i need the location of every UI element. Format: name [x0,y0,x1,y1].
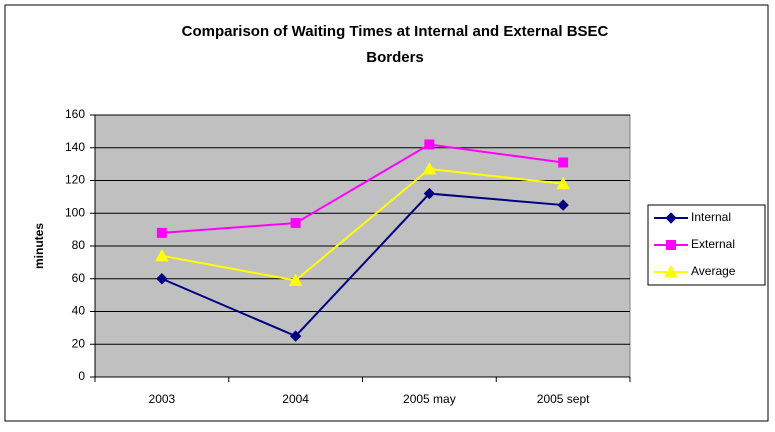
chart-title: Comparison of Waiting Times at Internal … [182,23,609,40]
marker [424,139,435,150]
x-tick-label: 2003 [149,392,176,406]
line [161,192,564,338]
chart-title: Borders [366,49,424,66]
y-tick-label: 160 [65,107,85,121]
legend-marker [666,240,676,250]
y-tick-label: 60 [72,271,86,285]
marker [557,199,569,211]
x-tick-label: 2005 may [403,392,456,406]
marker [289,330,302,342]
line [161,167,564,282]
marker [156,273,168,285]
marker [558,157,569,168]
marker [288,273,303,286]
y-axis-label: minutes [32,223,46,269]
marker [155,248,169,262]
x-tick-label: 2005 sept [537,392,590,406]
marker [422,161,437,175]
legend-marker [664,264,678,278]
y-tick-label: 0 [78,369,85,383]
legend-label: Internal [691,210,731,224]
legend-marker [665,212,677,224]
legend-label: Average [691,264,736,278]
marker [556,176,570,190]
legend-label: External [691,237,735,251]
y-tick-label: 120 [65,173,85,187]
y-tick-label: 140 [65,140,85,154]
y-tick-label: 20 [72,336,86,350]
y-tick-label: 40 [72,304,86,318]
x-tick-label: 2004 [282,392,309,406]
marker [290,218,301,229]
y-tick-label: 80 [72,238,86,252]
y-tick-label: 100 [65,205,85,219]
marker [423,187,436,200]
marker [156,227,167,238]
line [161,143,564,234]
